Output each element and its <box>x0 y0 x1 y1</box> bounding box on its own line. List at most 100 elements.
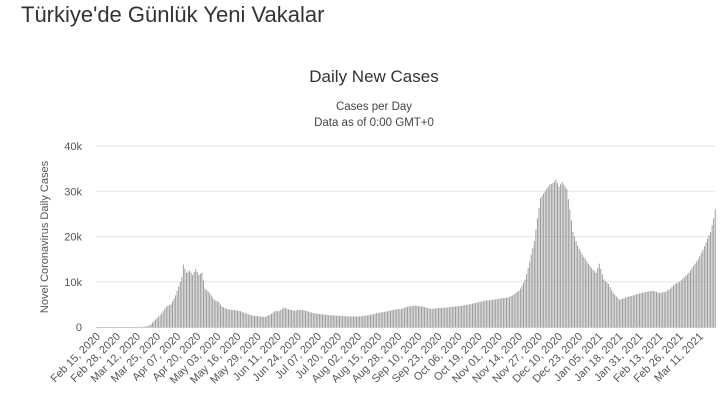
bar <box>258 316 260 327</box>
bar <box>612 293 614 327</box>
bar <box>532 247 534 327</box>
bar <box>357 316 359 327</box>
bar <box>295 310 297 327</box>
bar <box>241 311 243 327</box>
bar <box>247 314 249 327</box>
y-tick-label: 30k <box>64 186 82 198</box>
bar <box>271 313 272 327</box>
bar <box>455 306 456 327</box>
bar <box>482 301 484 327</box>
bar <box>331 315 333 327</box>
bar <box>439 307 441 327</box>
bar <box>170 304 172 328</box>
bar <box>481 301 483 327</box>
bar <box>493 299 495 327</box>
bar <box>311 312 313 327</box>
bar <box>527 268 529 327</box>
bar <box>631 295 633 327</box>
bar <box>606 282 608 327</box>
bar <box>485 300 487 327</box>
bar <box>626 297 628 327</box>
bar <box>552 183 554 327</box>
bar <box>598 263 600 327</box>
bar <box>402 308 404 327</box>
bar <box>580 251 582 327</box>
bar <box>275 311 277 327</box>
bar <box>558 186 560 327</box>
bar <box>348 316 350 327</box>
bar <box>303 310 305 327</box>
bar <box>470 304 472 327</box>
bar <box>362 316 364 327</box>
bar <box>699 256 701 327</box>
bar <box>608 284 610 327</box>
bar <box>397 309 399 327</box>
bar <box>329 315 331 327</box>
bar <box>628 296 630 327</box>
bar <box>453 306 455 327</box>
bar <box>419 306 421 327</box>
bar <box>403 307 405 327</box>
bar <box>334 315 336 327</box>
bar <box>390 310 392 327</box>
bar <box>266 316 268 327</box>
bar <box>377 312 379 327</box>
bar <box>193 272 195 327</box>
bar <box>584 259 586 328</box>
bar <box>490 300 492 327</box>
bar <box>339 315 340 327</box>
bar <box>617 298 619 327</box>
bar <box>478 302 480 327</box>
bar <box>213 299 215 327</box>
bar <box>592 269 594 327</box>
bar <box>553 181 555 327</box>
bar <box>711 225 713 327</box>
bar <box>366 315 368 327</box>
bar <box>190 272 192 327</box>
bar <box>464 305 466 327</box>
bar <box>175 295 177 327</box>
bar <box>281 308 283 327</box>
bar <box>431 308 433 327</box>
bar <box>629 296 631 327</box>
bar <box>518 290 520 327</box>
bar <box>342 315 344 327</box>
y-tick-label: 20k <box>64 232 82 244</box>
bar <box>420 306 422 327</box>
page-heading: Türkiye'de Günlük Yeni Vakalar <box>21 2 325 27</box>
bar <box>153 321 155 327</box>
bar <box>549 184 551 327</box>
bar <box>535 229 537 327</box>
bar <box>264 317 266 327</box>
bar <box>436 308 438 327</box>
bar <box>512 295 514 327</box>
bar <box>635 294 637 327</box>
bar <box>233 310 235 327</box>
bar <box>359 316 361 327</box>
bar <box>543 193 545 327</box>
y-tick-label: 10k <box>64 277 82 289</box>
bar <box>308 311 310 327</box>
bar <box>663 292 665 327</box>
bar <box>288 309 289 327</box>
bar <box>238 310 240 327</box>
bars <box>96 179 716 328</box>
bar <box>260 316 262 327</box>
y-axis-label: Novel Coronavirus Daily Cases <box>39 160 51 313</box>
bar <box>219 304 221 328</box>
bar <box>680 280 682 327</box>
bar <box>289 309 291 327</box>
bar <box>278 311 280 327</box>
bar <box>634 294 636 327</box>
bar <box>365 315 367 327</box>
bar <box>696 261 698 327</box>
bar <box>162 311 164 327</box>
bar <box>407 306 409 327</box>
bar <box>563 184 565 327</box>
bar <box>354 316 356 327</box>
bar <box>671 287 673 327</box>
bar <box>227 309 229 327</box>
bar <box>649 291 651 327</box>
bar <box>614 294 616 327</box>
